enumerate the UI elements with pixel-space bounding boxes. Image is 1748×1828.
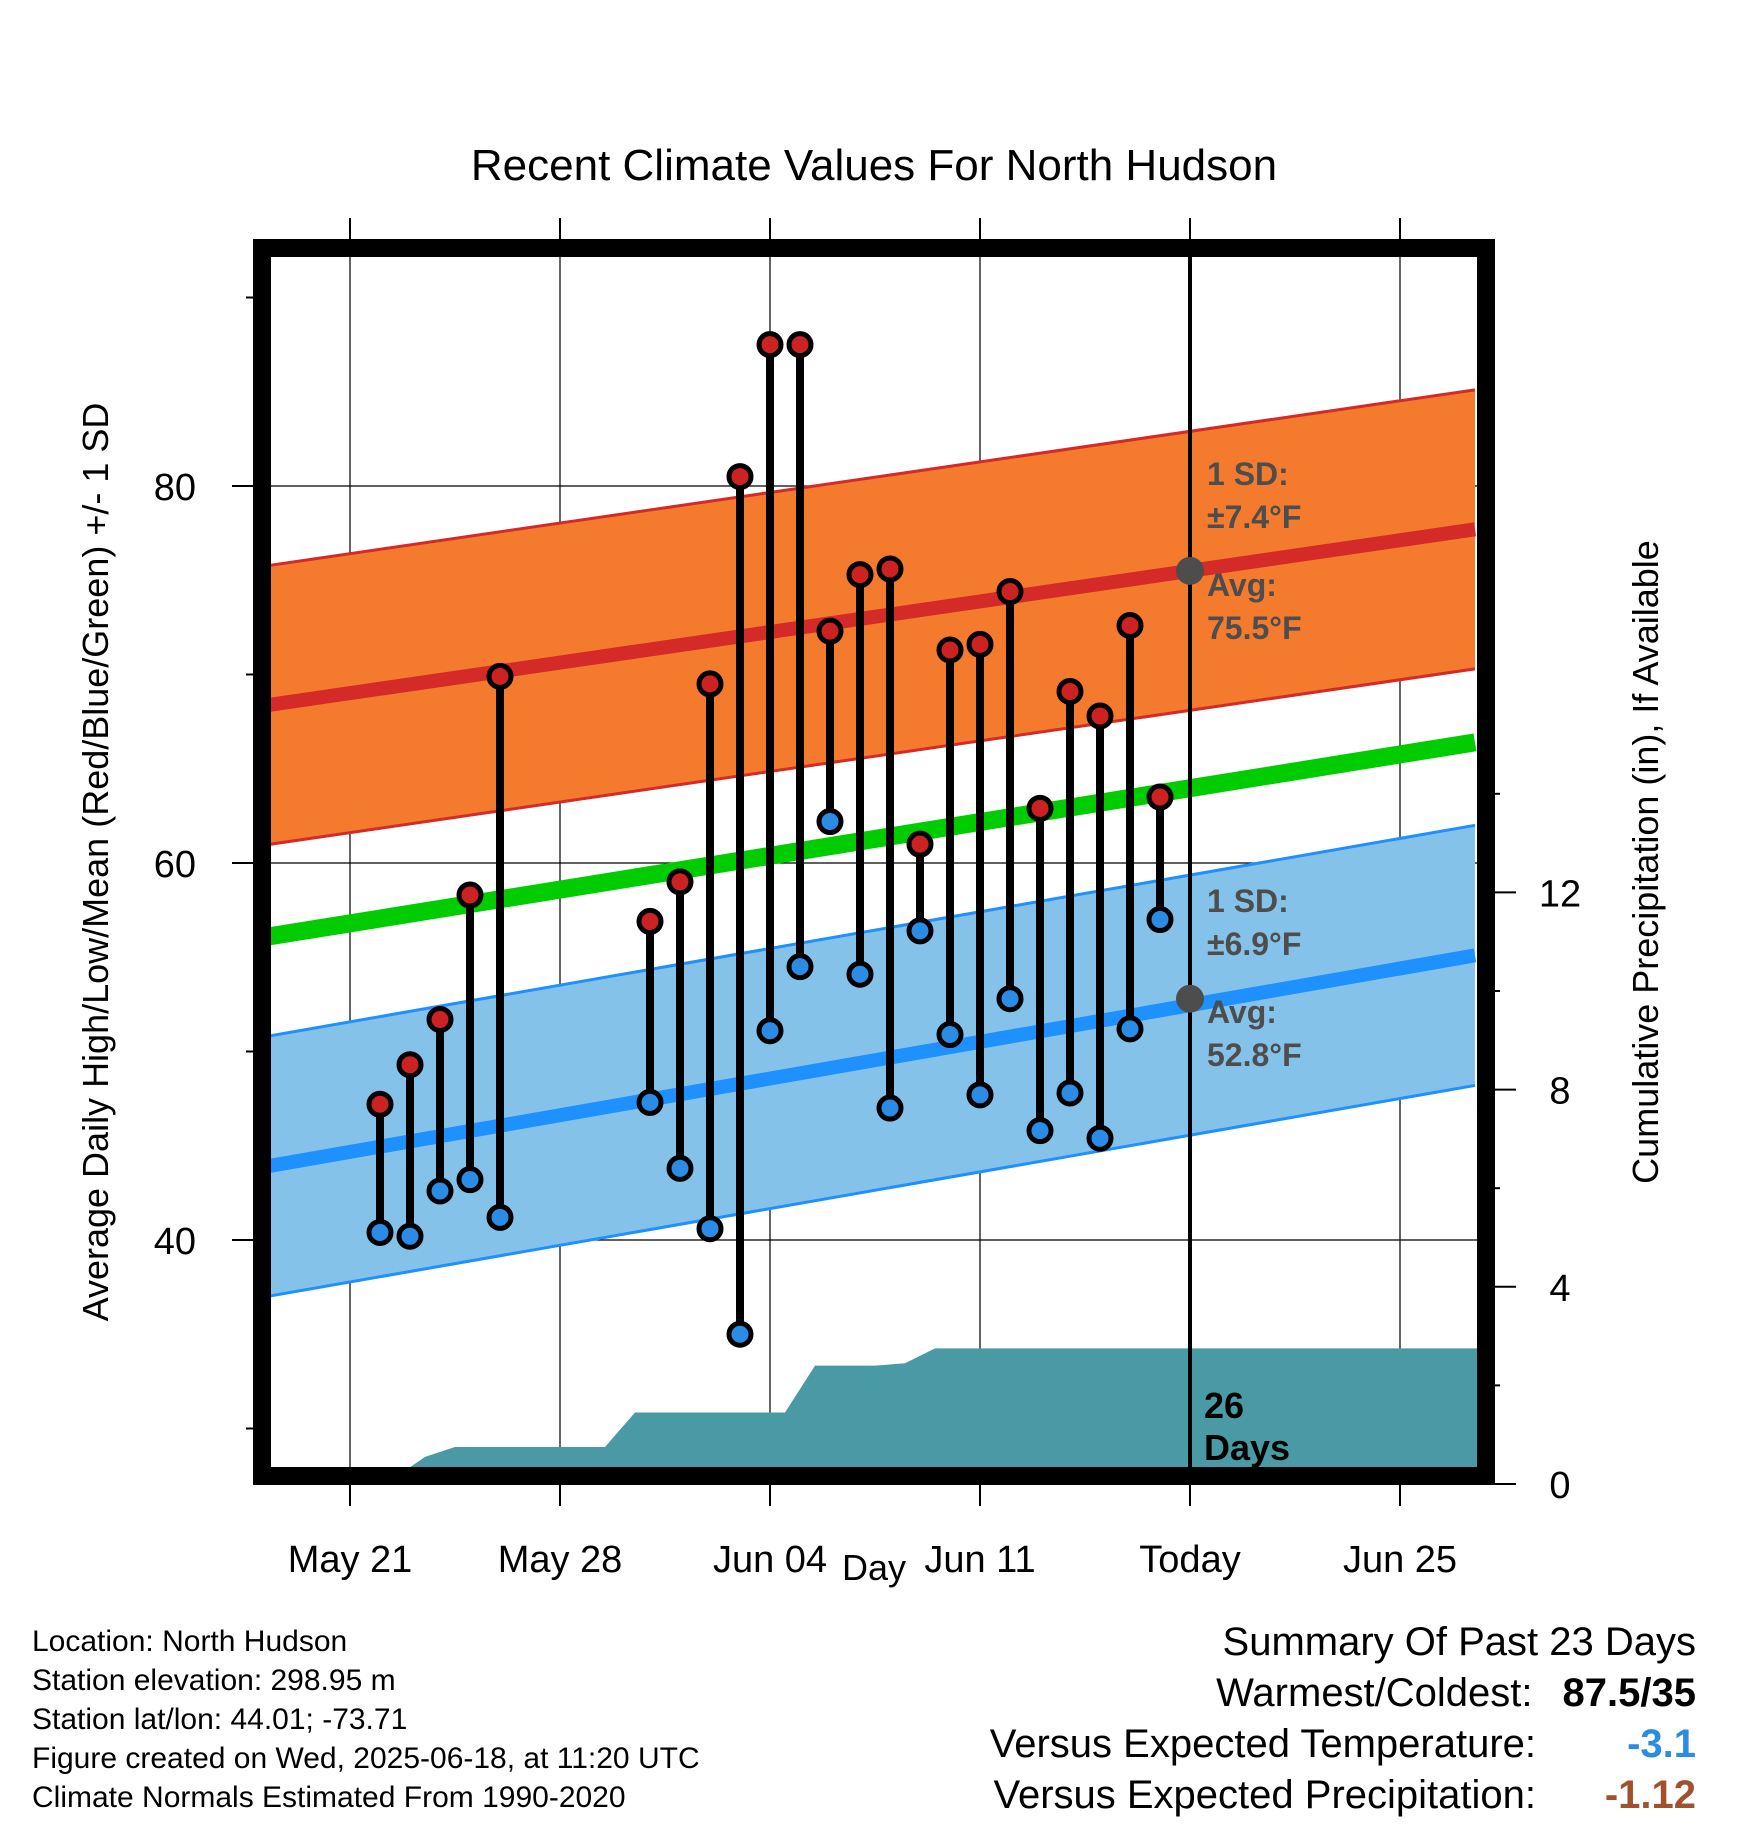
low-point <box>996 985 1024 1013</box>
low-point <box>966 1081 994 1109</box>
y-left-tick-label: 80 <box>154 467 196 509</box>
low-point <box>396 1222 424 1250</box>
low-sd-label: 1 SD: <box>1207 883 1289 919</box>
high-sd-label: 1 SD: <box>1207 456 1289 492</box>
low-point <box>666 1154 694 1182</box>
today-high-avg-dot <box>1176 556 1204 585</box>
precip-area <box>262 1348 1486 1476</box>
location-text: Location: North Hudson <box>32 1625 348 1658</box>
low-point <box>456 1166 484 1194</box>
high-point <box>1056 677 1084 705</box>
climate-chart: Recent Climate Values For North Hudson 1… <box>75 141 1666 1588</box>
x-tick-label: Today <box>1139 1539 1240 1581</box>
x-tick-label: Jun 04 <box>713 1539 827 1581</box>
high-point <box>966 630 994 658</box>
station-info: Location: North Hudson Station elevation… <box>32 1622 700 1817</box>
low-point <box>1116 1015 1144 1043</box>
summary-panel: Summary Of Past 23 Days Warmest/Coldest:… <box>990 1617 1696 1821</box>
y-axis-right-label: Cumulative Precipitation (in), If Availa… <box>1625 540 1666 1184</box>
high-point <box>996 578 1024 606</box>
low-point <box>366 1218 394 1246</box>
low-point <box>1026 1117 1054 1145</box>
high-point <box>1116 611 1144 639</box>
warm-cold-value: 87.5/35 <box>1562 1671 1696 1715</box>
days-count: 26 <box>1204 1385 1244 1426</box>
high-point <box>1146 783 1174 811</box>
low-point <box>786 953 814 981</box>
high-point <box>816 617 844 645</box>
low-sd-value: ±6.9°F <box>1207 926 1301 962</box>
high-avg-value: 75.5°F <box>1207 610 1302 646</box>
summary-precip: Versus Expected Precipitation: -1.12 <box>990 1770 1696 1821</box>
plot-frame <box>253 239 1495 1485</box>
y-right-tick-label: 12 <box>1539 873 1581 915</box>
high-point <box>1086 702 1114 730</box>
normals-text: Climate Normals Estimated From 1990-2020 <box>32 1781 626 1814</box>
low-avg-label: Avg: <box>1207 994 1277 1030</box>
high-point <box>696 670 724 698</box>
high-point <box>876 555 904 583</box>
x-tick-label: May 28 <box>498 1539 623 1581</box>
y-left-tick-label: 60 <box>154 844 196 886</box>
summary-temp: Versus Expected Temperature: -3.1 <box>990 1719 1696 1770</box>
high-point <box>846 561 874 589</box>
high-point <box>636 907 664 935</box>
high-point <box>1026 794 1054 822</box>
x-axis-label: Day <box>842 1547 906 1588</box>
low-point <box>426 1177 454 1205</box>
low-point <box>1146 906 1174 934</box>
low-avg-value: 52.8°F <box>1207 1037 1302 1073</box>
high-point <box>786 331 814 359</box>
low-point <box>486 1203 514 1231</box>
y-left-tick-label: 40 <box>154 1221 196 1263</box>
created-text: Figure created on Wed, 2025-06-18, at 11… <box>32 1742 700 1775</box>
y-axis-left-label: Average Daily High/Low/Mean (Red/Blue/Gr… <box>75 403 116 1322</box>
high-point <box>906 830 934 858</box>
elevation-text: Station elevation: 298.95 m <box>32 1664 396 1697</box>
temp-anomaly-value: -3.1 <box>1627 1722 1696 1766</box>
summary-heading: Summary Of Past 23 Days <box>1222 1620 1696 1664</box>
low-point <box>906 917 934 945</box>
today-low-avg-dot <box>1176 984 1204 1013</box>
chart-title: Recent Climate Values For North Hudson <box>471 141 1277 190</box>
high-point <box>426 1005 454 1033</box>
low-point <box>876 1094 904 1122</box>
high-avg-label: Avg: <box>1207 567 1277 603</box>
high-point <box>936 636 964 664</box>
x-tick-label: May 21 <box>288 1539 413 1581</box>
y-right-tick-label: 4 <box>1549 1268 1570 1310</box>
high-point <box>456 881 484 909</box>
high-point <box>756 331 784 359</box>
low-point <box>816 808 844 836</box>
warm-cold-label: Warmest/Coldest: <box>1216 1671 1533 1715</box>
low-point <box>756 1017 784 1045</box>
low-point <box>636 1088 664 1116</box>
days-label: Days <box>1204 1427 1290 1468</box>
precip-anomaly-label: Versus Expected Precipitation: <box>993 1773 1536 1817</box>
normal-high-band-edge <box>262 388 1476 568</box>
high-point <box>726 463 754 491</box>
x-tick-label: Jun 11 <box>924 1539 1035 1581</box>
high-point <box>396 1051 424 1079</box>
y-right-tick-label: 0 <box>1549 1465 1570 1507</box>
summary-warm-cold: Warmest/Coldest: 87.5/35 <box>990 1668 1696 1719</box>
low-point <box>696 1215 724 1243</box>
normal-low-band-edge <box>262 1083 1476 1299</box>
temp-anomaly-label: Versus Expected Temperature: <box>989 1722 1536 1766</box>
high-point <box>666 868 694 896</box>
latlon-text: Station lat/lon: 44.01; -73.71 <box>32 1703 408 1736</box>
y-right-tick-label: 8 <box>1549 1071 1570 1113</box>
high-point <box>366 1090 394 1118</box>
low-point <box>846 960 874 988</box>
high-point <box>486 662 514 690</box>
low-point <box>726 1320 754 1348</box>
low-point <box>1056 1079 1084 1107</box>
high-sd-value: ±7.4°F <box>1207 499 1301 535</box>
precip-anomaly-value: -1.12 <box>1604 1773 1696 1817</box>
low-point <box>936 1021 964 1049</box>
low-point <box>1086 1124 1114 1152</box>
normal-low-line <box>262 948 1477 1175</box>
x-tick-label: Jun 25 <box>1343 1539 1457 1581</box>
